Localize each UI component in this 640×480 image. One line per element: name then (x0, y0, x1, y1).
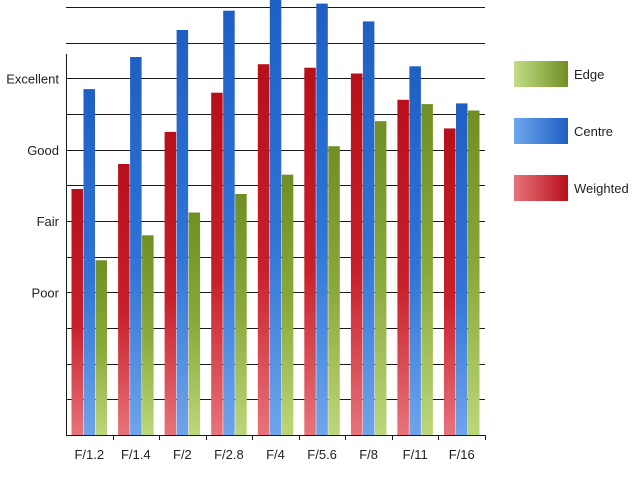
bar-weighted-4 (257, 64, 270, 435)
bar-edge-5 (328, 146, 340, 435)
bar-weighted-0 (71, 189, 83, 435)
bar-centre-4 (269, 0, 282, 436)
x-tick-label: F/16 (449, 447, 475, 462)
legend-label-centre: Centre (574, 124, 613, 139)
bar-weighted-6 (350, 73, 363, 435)
axes (66, 54, 486, 440)
bar-edge-7 (421, 104, 433, 435)
bars (71, 0, 480, 436)
legend-label-edge: Edge (574, 67, 604, 82)
x-tick-label: F/2.8 (214, 447, 244, 462)
legend-swatch-edge (514, 61, 568, 87)
bar-centre-6 (362, 21, 375, 436)
bar-weighted-7 (397, 99, 409, 436)
bar-centre-0 (83, 89, 95, 435)
bar-centre-1 (130, 57, 142, 435)
y-tick-label: Excellent (6, 71, 59, 86)
bar-weighted-8 (444, 128, 456, 435)
bar-edge-8 (468, 110, 480, 435)
y-tick-label: Poor (32, 285, 60, 300)
y-axis-labels: Poor Fair Good Excellent (6, 71, 59, 300)
bar-centre-7 (409, 66, 421, 436)
bar-weighted-3 (211, 92, 223, 435)
x-tick-label: F/2 (173, 447, 192, 462)
legend-swatch-centre (514, 118, 568, 144)
y-tick-label: Fair (37, 214, 60, 229)
bar-centre-5 (316, 3, 328, 435)
x-tick-label: F/1.4 (121, 447, 151, 462)
bar-centre-2 (176, 30, 189, 435)
legend-swatch-weighted (514, 175, 568, 201)
x-tick-label: F/1.2 (74, 447, 104, 462)
bar-weighted-1 (118, 164, 130, 435)
y-tick-label: Good (27, 143, 59, 158)
legend: Edge Centre Weighted (514, 61, 629, 201)
x-tick-label: F/5.6 (307, 447, 337, 462)
legend-label-weighted: Weighted (574, 181, 629, 196)
x-axis-labels: F/1.2 F/1.4 F/2 F/2.8 F/4 F/5.6 F/8 F/11 F/16 (74, 447, 474, 462)
bar-weighted-5 (304, 67, 316, 435)
bar-edge-4 (281, 174, 294, 435)
bar-edge-6 (374, 121, 387, 435)
bar-centre-3 (223, 10, 235, 435)
bar-centre-8 (456, 103, 468, 436)
x-tick-label: F/4 (266, 447, 285, 462)
x-tick-label: F/11 (403, 447, 428, 462)
bar-edge-2 (188, 212, 201, 435)
bar-edge-1 (142, 235, 154, 435)
bar-edge-0 (95, 260, 107, 435)
x-tick-label: F/8 (359, 447, 378, 462)
bar-weighted-2 (164, 131, 177, 435)
bar-edge-3 (235, 194, 247, 435)
